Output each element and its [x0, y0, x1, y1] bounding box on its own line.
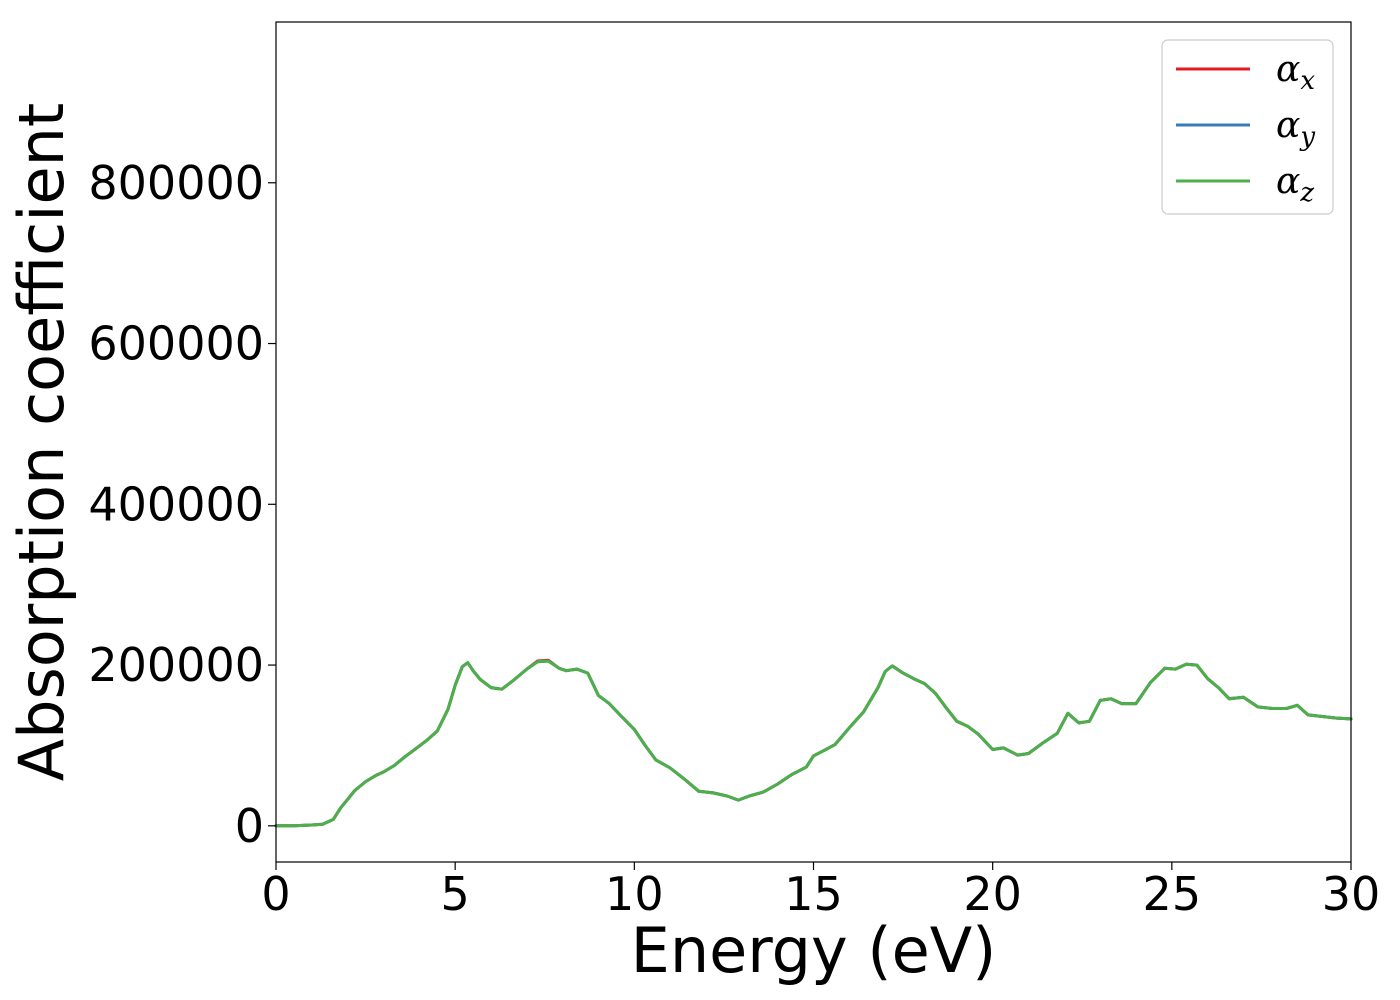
x-tick-label: 0	[261, 867, 290, 921]
x-tick-label: 20	[963, 867, 1022, 921]
x-tick-label: 10	[605, 867, 664, 921]
y-tick-label: 0	[235, 799, 264, 853]
y-tick-label: 600000	[88, 317, 264, 371]
series-line-x	[274, 658, 1353, 828]
x-axis-ticks: 0 5 10 15 20 25 30	[261, 862, 1380, 921]
y-tick-label: 200000	[88, 638, 264, 692]
legend-box	[1161, 39, 1334, 215]
series-layer	[274, 658, 1353, 828]
y-axis-ticks: 0 200000 400000 600000 800000	[88, 156, 276, 853]
series-line-y	[274, 659, 1353, 828]
x-tick-label: 5	[441, 867, 470, 921]
legend-label: αx	[1276, 49, 1315, 96]
y-axis-label: Absorption coefficient	[5, 103, 78, 782]
x-axis-label: Energy (eV)	[631, 914, 997, 987]
y-tick-label: 400000	[88, 477, 264, 531]
legend-label: αz	[1276, 161, 1314, 208]
y-tick-label: 800000	[88, 156, 264, 210]
x-tick-label: 15	[784, 867, 843, 921]
legend: αx αy αz	[1161, 39, 1334, 215]
x-tick-label: 30	[1322, 867, 1381, 921]
legend-label: αy	[1276, 105, 1315, 152]
x-tick-label: 25	[1143, 867, 1202, 921]
series-line-z	[274, 659, 1353, 828]
